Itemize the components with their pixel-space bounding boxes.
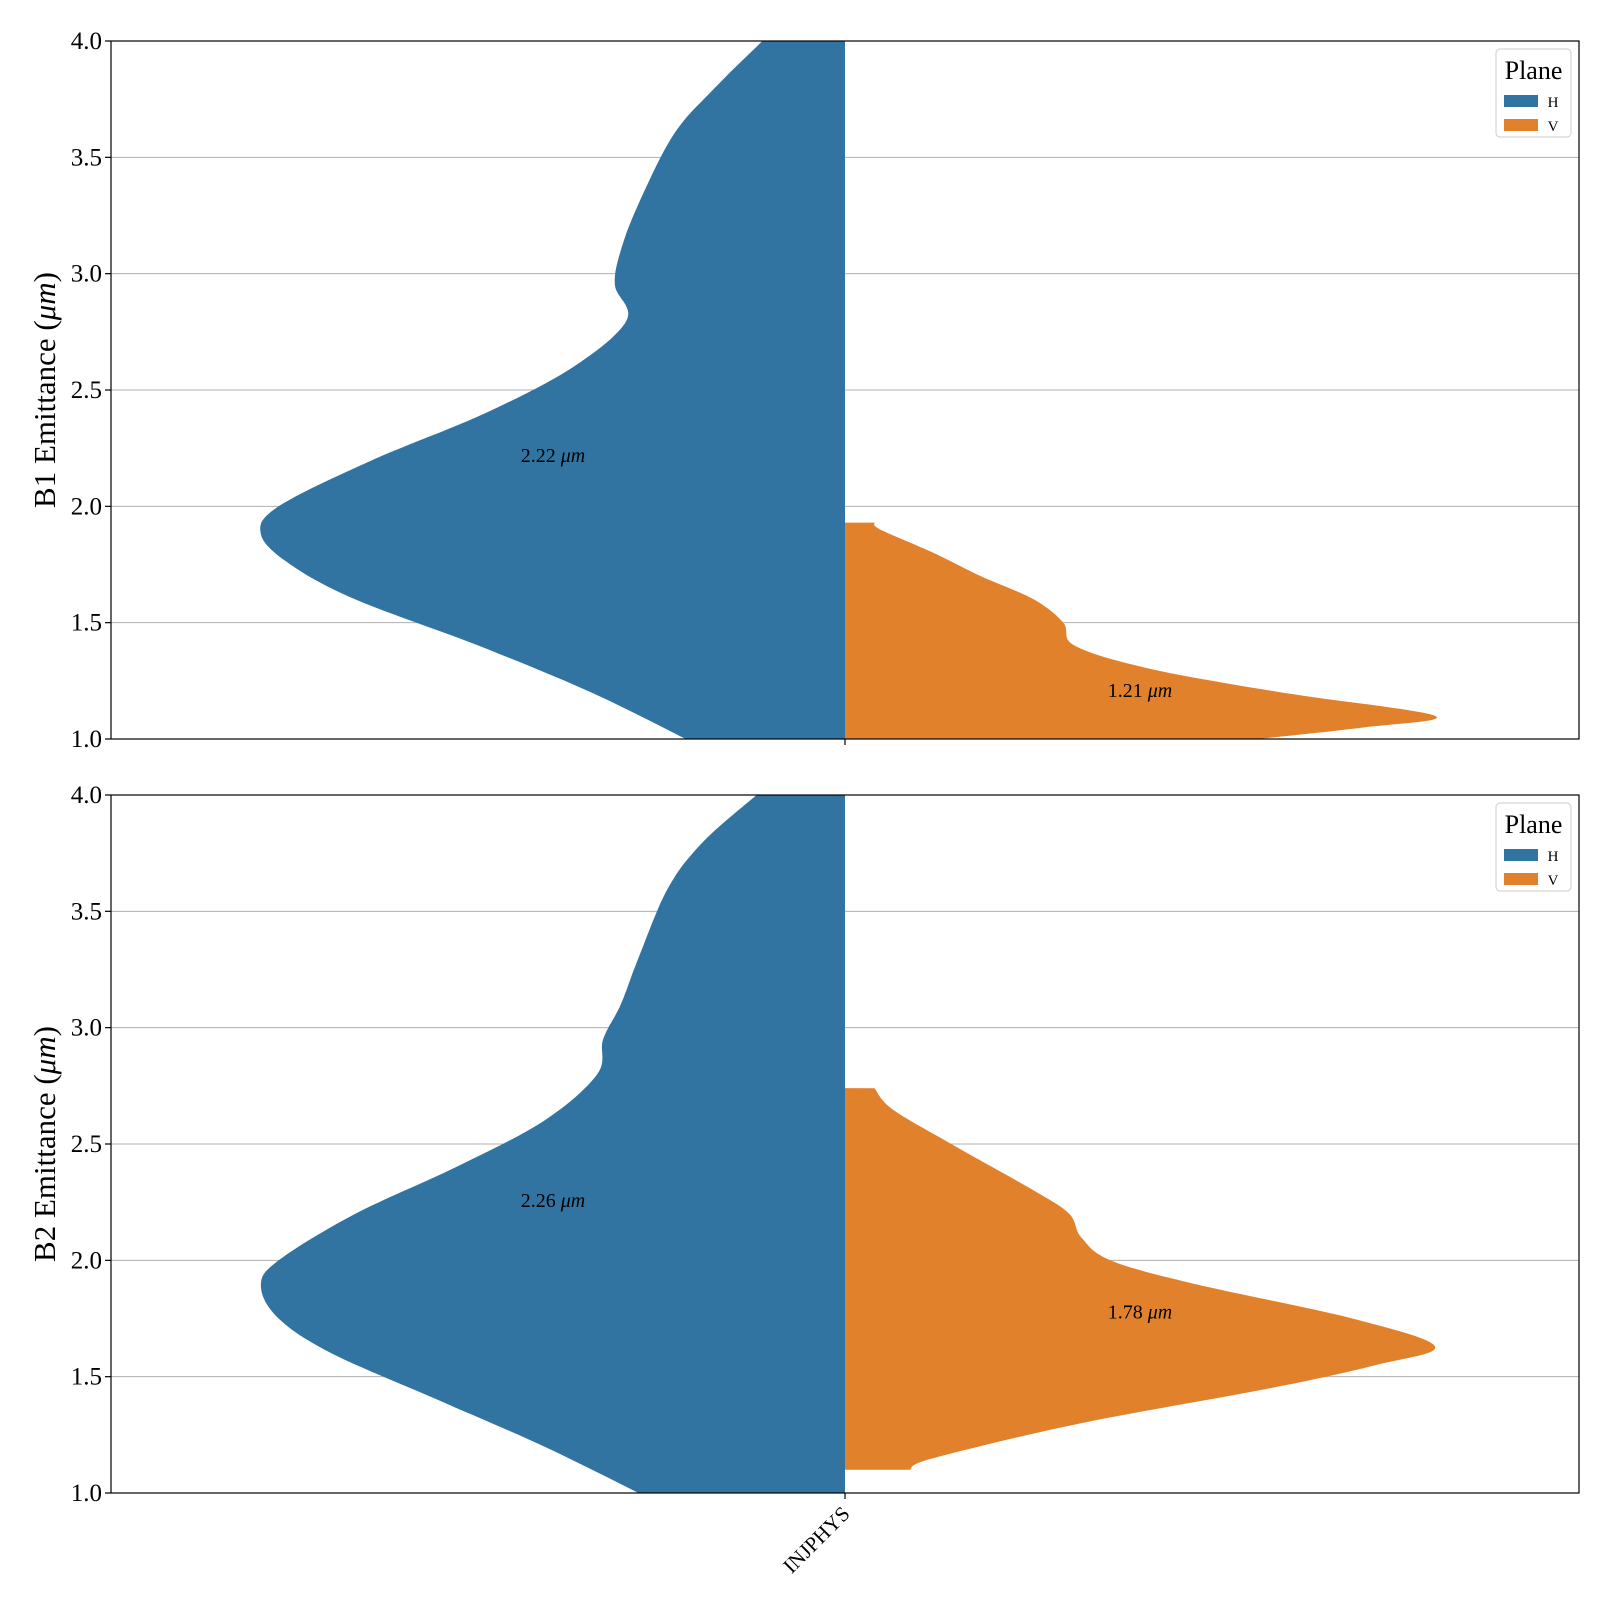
legend-entry-v: V <box>1548 119 1559 135</box>
median-label-h: 2.22 μm <box>521 445 585 467</box>
legend-swatch-h <box>1504 849 1538 861</box>
y-tick-label: 1.0 <box>71 726 102 753</box>
median-label-v: 1.78 μm <box>1108 1302 1172 1324</box>
violin-v-half <box>845 1088 1436 1470</box>
y-axis-label: B1 Emittance (μm) <box>27 272 62 508</box>
violin-group <box>260 41 1438 739</box>
y-tick-label: 1.5 <box>71 610 102 637</box>
legend-box <box>1495 802 1572 892</box>
y-tick-label: 1.5 <box>71 1364 102 1391</box>
y-axis-label: B2 Emittance (μm) <box>27 1026 62 1262</box>
violin-h-half <box>260 41 845 739</box>
chart-panel-1: 1.0 1.5 2.0 2.5 3.0 3.5 4.0 2.22 μm 1.21 μm B1 Em… <box>27 28 1580 753</box>
median-label-v: 1.21 μm <box>1108 680 1172 702</box>
y-tick-label: 3.5 <box>71 898 102 925</box>
y-tick-label: 2.5 <box>71 377 102 404</box>
legend-entry-v: V <box>1548 873 1559 889</box>
y-tick-label: 2.0 <box>71 493 102 520</box>
legend-box <box>1495 48 1572 138</box>
y-tick-label: 4.0 <box>71 28 102 55</box>
legend-entry-h: H <box>1548 95 1559 111</box>
y-tick-label: 3.5 <box>71 144 102 171</box>
legend-title: Plane <box>1505 810 1563 839</box>
y-tick-label: 2.5 <box>71 1131 102 1158</box>
x-tick-label: INJPHYS <box>778 1502 854 1578</box>
legend-swatch-v <box>1504 119 1538 131</box>
y-tick-label: 3.0 <box>71 261 102 288</box>
legend-swatch-v <box>1504 873 1538 885</box>
y-tick-label: 3.0 <box>71 1015 102 1042</box>
chart-panel-2: 1.0 1.5 2.0 2.5 3.0 3.5 4.0 2.26 μm 1.78 μm B2 Em… <box>27 782 1580 1578</box>
legend-title: Plane <box>1505 56 1563 85</box>
y-tick-label: 1.0 <box>71 1480 102 1507</box>
legend-entry-h: H <box>1548 849 1559 865</box>
median-label-h: 2.26 μm <box>521 1190 585 1212</box>
violin-h-half <box>260 795 845 1493</box>
violin-v-half <box>845 522 1438 739</box>
violin-group <box>260 795 1436 1493</box>
legend-swatch-h <box>1504 95 1538 107</box>
y-tick-label: 2.0 <box>71 1247 102 1274</box>
y-tick-label: 4.0 <box>71 782 102 809</box>
